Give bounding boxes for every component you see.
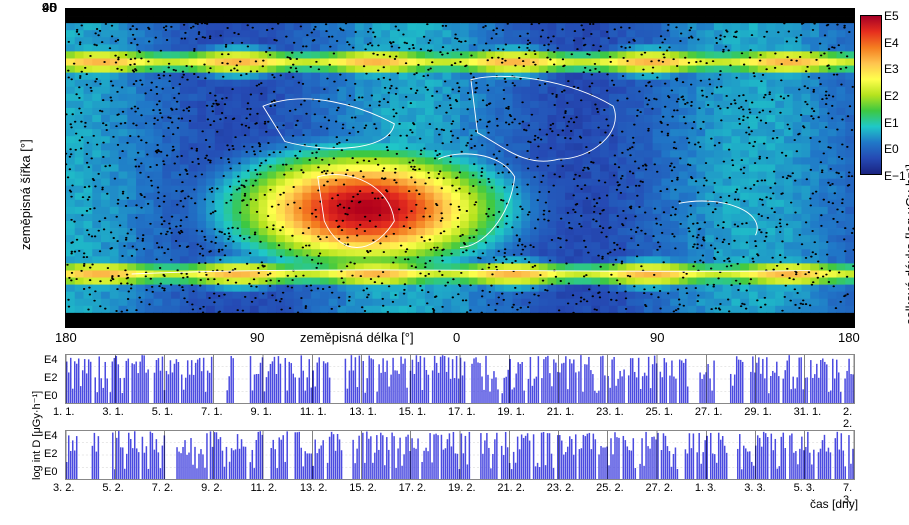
map-heatmap <box>65 8 855 328</box>
colorbar-tick-2: E3 <box>884 63 906 90</box>
ts-xtick: 23. 1. <box>596 406 624 418</box>
ts-xtick: 15. 2. <box>349 482 377 494</box>
world-dose-map <box>65 8 855 328</box>
ts-xtick: 9. 1. <box>251 406 272 418</box>
ts-xtick: 11. 2. <box>251 482 278 494</box>
timeseries-panel-2-svg <box>66 431 854 479</box>
ts-xtick: 25. 2. <box>596 482 624 494</box>
ts-xtick: 3. 2. <box>53 482 74 494</box>
ts-xtick: 3. 3. <box>744 482 765 494</box>
ts-xtick: 15. 1. <box>399 406 427 418</box>
map-xtick-0: 180 <box>55 330 77 345</box>
ts1-ytick-0: E4 <box>44 354 57 366</box>
map-xtick-4: 180 <box>838 330 860 345</box>
colorbar-tick-3: E2 <box>884 90 906 117</box>
map-xtick-2: 0 <box>453 330 460 345</box>
colorbar-tick-4: E1 <box>884 117 906 144</box>
ts-xtick: 17. 1. <box>448 406 476 418</box>
map-xtick-3: 90 <box>650 330 664 345</box>
colorbar-tick-0: E5 <box>884 10 906 37</box>
colorbar <box>860 15 882 175</box>
ts-xtick: 7. 1. <box>201 406 222 418</box>
ts-xtick: 21. 2. <box>497 482 525 494</box>
ts-xtick: 29. 1. <box>744 406 772 418</box>
timeseries-panel-2 <box>65 430 855 480</box>
map-xtick-1: 90 <box>250 330 264 345</box>
ts-xtick: 9. 2. <box>201 482 222 494</box>
timeseries-xlabel: čas [dny] <box>810 497 858 511</box>
timeseries-panel-1-svg <box>66 355 854 403</box>
ts-xtick: 19. 2. <box>448 482 476 494</box>
ts2-ytick-0: E4 <box>44 430 57 442</box>
timeseries-panel-1 <box>65 354 855 404</box>
ts2-ytick-2: E0 <box>44 466 57 478</box>
ts-xtick: 27. 1. <box>695 406 723 418</box>
ts-xtick: 17. 2. <box>399 482 427 494</box>
ts-xtick: 19. 1. <box>497 406 525 418</box>
ts-xtick: 1. 1. <box>53 406 74 418</box>
ts-xtick: 5. 1. <box>152 406 173 418</box>
timeseries-ylabel: log int D [μGy·h⁻¹] <box>30 391 43 480</box>
ts-xtick: 11. 1. <box>300 406 327 418</box>
map-ylabel: zeměpisná šířka [°] <box>18 139 33 250</box>
ts-xtick: 23. 2. <box>547 482 575 494</box>
ts-xtick: 2. 2. <box>843 406 855 430</box>
ts-xtick: 21. 1. <box>547 406 575 418</box>
map-ytick-4: 90 <box>42 0 56 15</box>
ts1-ytick-1: E2 <box>44 372 57 384</box>
ts-xtick: 5. 3. <box>794 482 815 494</box>
ts-xtick: 13. 1. <box>349 406 377 418</box>
ts2-ytick-1: E2 <box>44 448 57 460</box>
ts-xtick: 13. 2. <box>300 482 328 494</box>
ts-xtick: 25. 1. <box>646 406 674 418</box>
ts-xtick: 1. 3. <box>695 482 716 494</box>
colorbar-label: celková dávka [log μGy·h⁻¹] <box>903 164 909 325</box>
ts-xtick: 27. 2. <box>646 482 674 494</box>
ts-xtick: 7. 2. <box>152 482 173 494</box>
ts-xtick: 3. 1. <box>102 406 123 418</box>
colorbar-tick-1: E4 <box>884 37 906 64</box>
ts-xtick: 5. 2. <box>102 482 123 494</box>
ts-xtick: 31. 1. <box>794 406 822 418</box>
map-xlabel: zeměpisná délka [°] <box>300 330 414 345</box>
ts1-ytick-2: E0 <box>44 390 57 402</box>
